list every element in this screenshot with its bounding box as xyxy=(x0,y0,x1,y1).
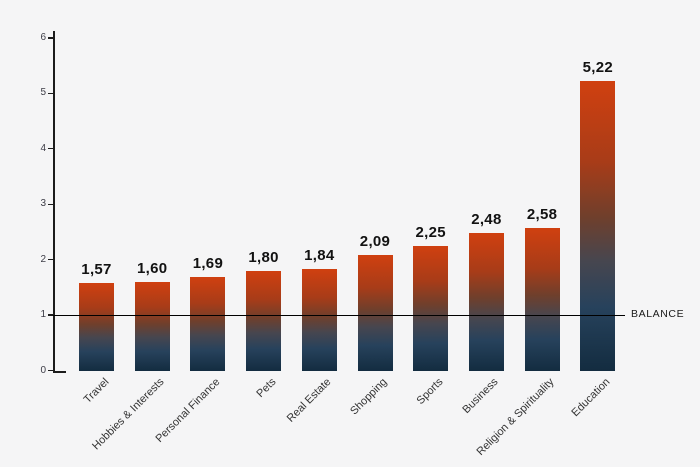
y-axis-tick xyxy=(48,259,53,261)
bar-value-label: 1,60 xyxy=(136,259,168,277)
bar xyxy=(357,254,393,372)
y-axis-tick-label: 3 xyxy=(40,198,46,210)
bar-value-label: 5,22 xyxy=(582,59,613,77)
balance-line-label: BALANCE xyxy=(631,308,685,320)
bar-value-label: 2,25 xyxy=(415,223,446,241)
y-axis-tick-label: 5 xyxy=(40,87,46,99)
y-axis-tick xyxy=(48,92,53,94)
bar xyxy=(301,268,337,372)
balance-line xyxy=(53,314,625,316)
y-axis-tick xyxy=(48,148,53,150)
y-axis-line xyxy=(53,31,55,372)
bar-value-label: 1,80 xyxy=(248,248,279,266)
bar xyxy=(413,245,449,372)
y-axis-tick xyxy=(48,37,53,39)
bar xyxy=(524,227,560,372)
bar xyxy=(468,233,504,372)
y-axis-tick-label: 0 xyxy=(40,364,46,376)
bar-value-label: 2,09 xyxy=(359,232,391,250)
bar-value-label: 1,69 xyxy=(192,254,224,272)
y-axis-tick-label: 6 xyxy=(40,31,46,43)
bar-value-label: 1,57 xyxy=(81,261,112,279)
bar xyxy=(134,281,170,372)
y-axis-tick xyxy=(48,314,53,316)
y-axis-tick xyxy=(48,369,53,372)
bar xyxy=(79,283,114,372)
y-axis-tick-label: 1 xyxy=(40,309,46,321)
bar xyxy=(246,270,282,372)
bar-value-label: 2,48 xyxy=(471,211,502,229)
x-axis-stub xyxy=(53,371,66,373)
bar-value-label: 1,84 xyxy=(304,246,335,264)
y-axis-tick xyxy=(48,203,53,205)
bar xyxy=(190,276,226,372)
y-axis-tick-label: 4 xyxy=(40,142,46,154)
bar-value-label: 2,58 xyxy=(526,205,558,223)
bar xyxy=(580,81,616,372)
y-axis-tick-label: 2 xyxy=(40,253,46,265)
